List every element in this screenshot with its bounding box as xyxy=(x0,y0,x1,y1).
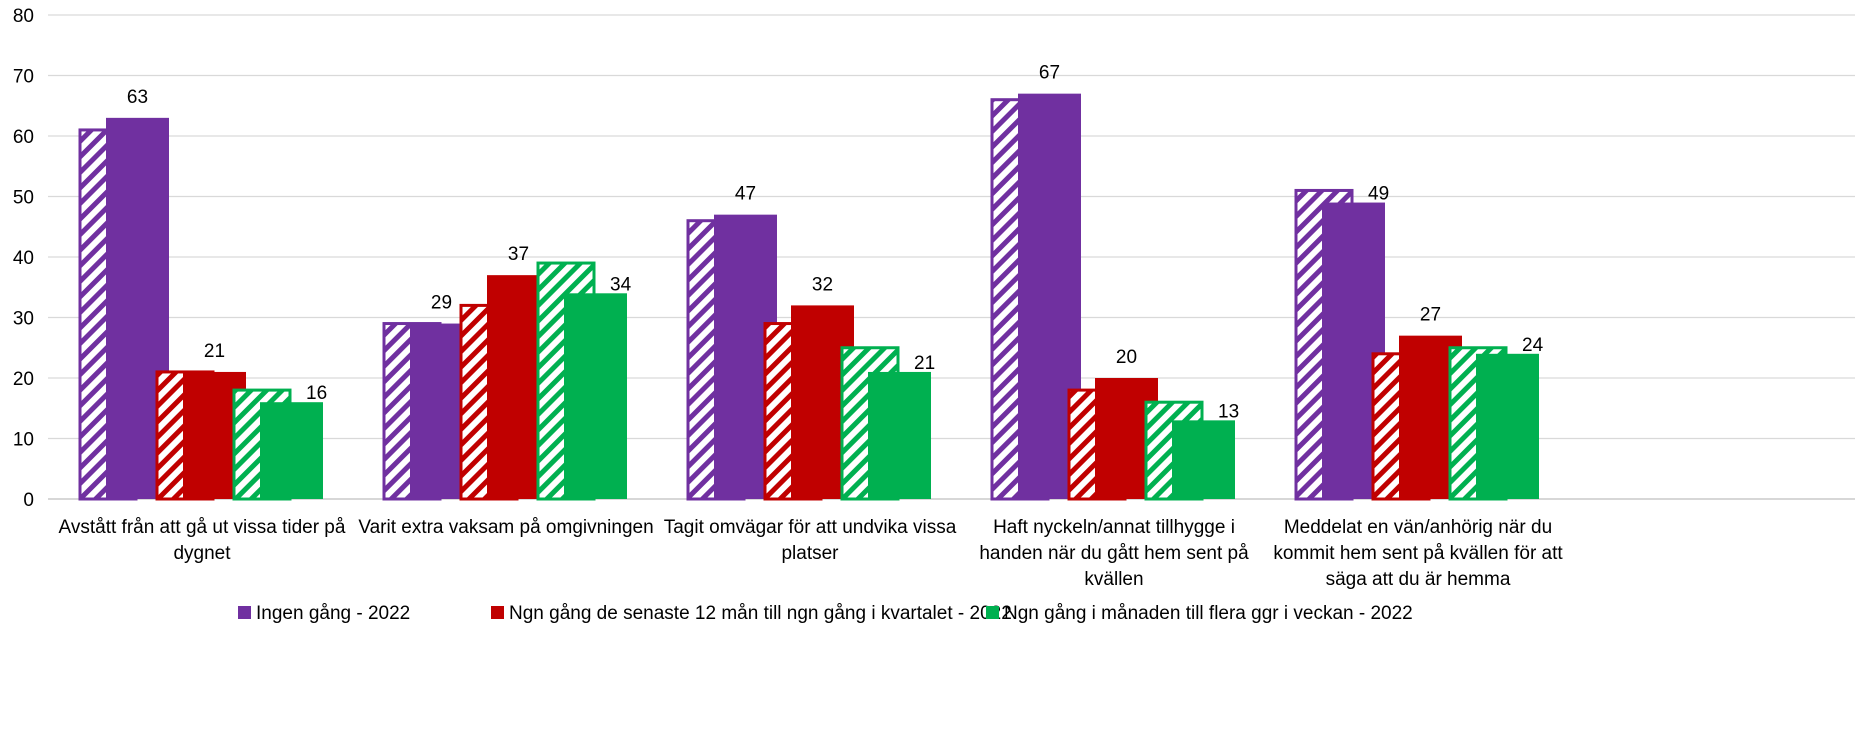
y-tick-label: 40 xyxy=(13,248,34,269)
data-label: 16 xyxy=(306,383,327,404)
data-label: 63 xyxy=(127,87,148,108)
legend-label: Ngn gång i månaden till flera ggr i veck… xyxy=(1004,603,1413,624)
data-label: 21 xyxy=(204,341,225,362)
y-axis-ticks: 0 10 20 30 40 50 60 70 80 xyxy=(13,6,34,511)
legend-label: Ngn gång de senaste 12 mån till ngn gång… xyxy=(509,603,1012,624)
data-label: 13 xyxy=(1218,401,1239,422)
gridlines xyxy=(48,14,1855,500)
data-label: 20 xyxy=(1116,347,1137,368)
y-tick-label: 80 xyxy=(13,6,34,27)
data-label: 34 xyxy=(610,274,632,295)
category-label: dygnet xyxy=(173,543,231,564)
legend: Ingen gång - 2022 Ngn gång de senaste 12 … xyxy=(238,603,1413,624)
y-tick-label: 10 xyxy=(13,430,34,451)
legend-label: Ingen gång - 2022 xyxy=(256,603,410,624)
bars xyxy=(78,93,1539,501)
data-label: 27 xyxy=(1420,305,1441,326)
category-label: kvällen xyxy=(1084,569,1143,590)
category-label: Tagit omvägar för att undvika vissa xyxy=(664,517,957,538)
legend-swatch xyxy=(491,606,504,619)
data-label: 49 xyxy=(1368,184,1389,205)
bar-solid-2-2 xyxy=(868,371,931,499)
category-label: handen när du gått hem sent på xyxy=(979,543,1249,564)
legend-swatch xyxy=(238,606,251,619)
data-label: 21 xyxy=(914,353,935,374)
data-labels: 63 21 16 29 37 34 47 32 21 67 20 13 49 27 24 xyxy=(127,63,1544,423)
category-label: platser xyxy=(781,543,839,564)
y-tick-label: 70 xyxy=(13,67,34,88)
data-label: 67 xyxy=(1039,63,1060,84)
category-label: kommit hem sent på kvällen för att xyxy=(1273,543,1563,564)
category-label: Varit extra vaksam på omgivningen xyxy=(358,517,653,538)
bar-solid-1-2 xyxy=(564,293,627,499)
category-labels: Avstått från att gå ut vissa tider på dyg… xyxy=(59,517,1564,590)
category-label: säga att du är hemma xyxy=(1326,569,1511,590)
category-label: Haft nyckeln/annat tillhygge i xyxy=(993,517,1235,538)
y-tick-label: 20 xyxy=(13,369,34,390)
y-tick-label: 30 xyxy=(13,309,34,330)
y-tick-label: 60 xyxy=(13,127,34,148)
data-label: 29 xyxy=(431,293,452,314)
data-label: 24 xyxy=(1522,335,1544,356)
data-label: 47 xyxy=(735,184,756,205)
category-label: Avstått från att gå ut vissa tider på xyxy=(59,517,346,538)
bar-solid-3-2 xyxy=(1172,420,1235,499)
category-label: Meddelat en vän/anhörig när du xyxy=(1284,517,1552,538)
y-tick-label: 50 xyxy=(13,188,34,209)
bar-solid-4-2 xyxy=(1476,353,1539,499)
legend-swatch xyxy=(986,606,999,619)
data-label: 32 xyxy=(812,274,833,295)
y-tick-label: 0 xyxy=(23,490,34,511)
data-label: 37 xyxy=(508,244,529,265)
bar-solid-0-2 xyxy=(260,402,323,499)
